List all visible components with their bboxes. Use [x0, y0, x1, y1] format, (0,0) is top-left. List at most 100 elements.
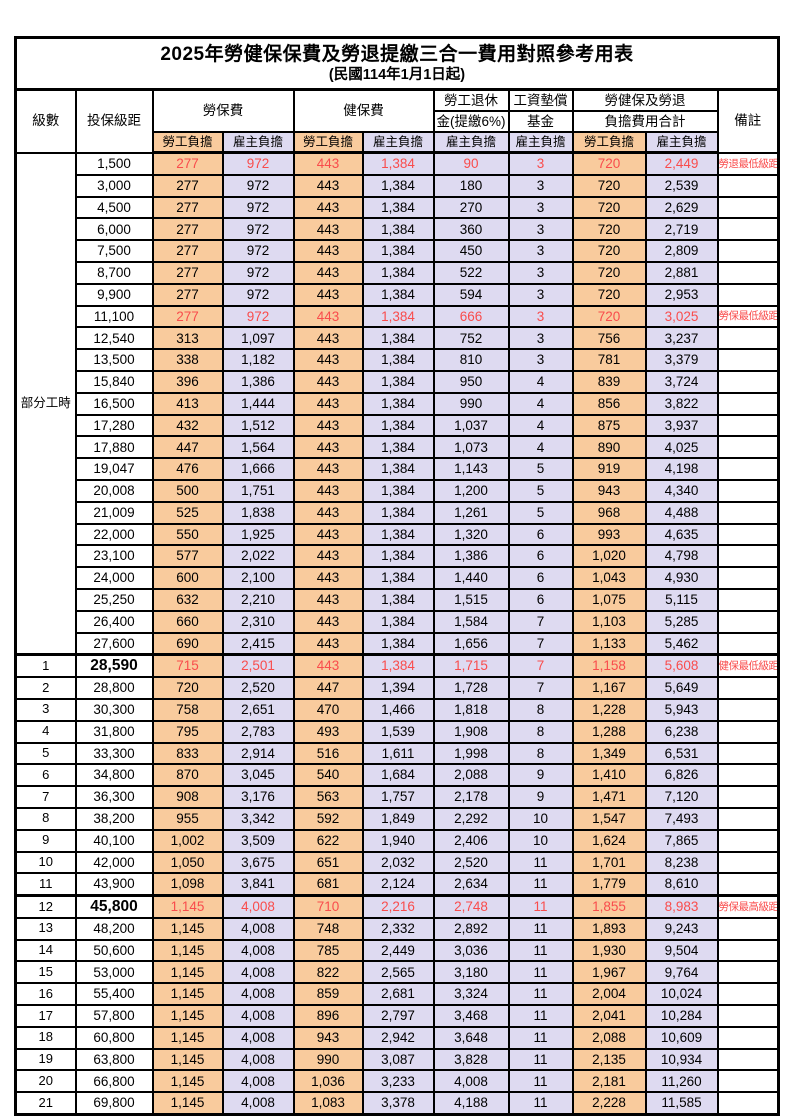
- wage-fund-employer-cell: 3: [507, 239, 574, 263]
- health-ins-employer-cell: 2,681: [361, 982, 435, 1007]
- pension-employer-cell: 2,748: [432, 894, 510, 919]
- remark-cell: [716, 587, 780, 612]
- wage-fund-employer-cell: 4: [507, 369, 574, 394]
- table-row: 18 60,800 1,145 4,008 943 2,942 3,648 11 2,088 10…: [14, 1025, 780, 1050]
- remark-cell: [716, 631, 780, 656]
- remark-cell: [716, 1091, 780, 1116]
- health-ins-employer-cell: 1,539: [361, 719, 435, 744]
- remark-cell: [716, 522, 780, 547]
- remark-cell: [716, 916, 780, 941]
- bracket-cell: 21,009: [74, 500, 154, 525]
- bracket-cell: 25,250: [74, 587, 154, 612]
- pension-employer-cell: 360: [432, 217, 510, 242]
- total-employer-cell: 10,609: [644, 1025, 719, 1050]
- col-header-level: 級數: [14, 88, 77, 154]
- total-employee-cell: 2,228: [571, 1091, 647, 1116]
- bracket-cell: 19,047: [74, 457, 154, 481]
- wage-fund-employer-cell: 7: [507, 676, 574, 700]
- col-header-bracket: 投保級距: [74, 88, 154, 154]
- bracket-cell: 53,000: [74, 960, 154, 985]
- table-row: 3,000 277 972 443 1,384 180 3 720 2,539: [16, 173, 780, 198]
- pension-employer-cell: 3,324: [432, 982, 510, 1007]
- health-ins-employer-cell: 2,124: [361, 872, 435, 897]
- labor-ins-employee-cell: 1,145: [151, 916, 224, 941]
- level-cell: 20: [14, 1069, 77, 1094]
- pension-employer-cell: 270: [432, 195, 510, 220]
- wage-fund-employer-cell: 4: [507, 391, 574, 416]
- total-employee-cell: 943: [571, 478, 647, 503]
- total-employee-cell: 720: [571, 195, 647, 220]
- level-cell: 12: [14, 894, 77, 919]
- health-ins-employee-cell: 493: [292, 719, 364, 744]
- labor-ins-employer-cell: 3,841: [221, 872, 295, 897]
- labor-ins-employee-cell: 432: [151, 413, 224, 438]
- labor-ins-employer-cell: 4,008: [221, 982, 295, 1007]
- remark-cell: 勞保最低級距: [716, 304, 780, 329]
- health-ins-employer-cell: 1,384: [361, 500, 435, 525]
- labor-ins-employee-cell: 277: [151, 151, 224, 176]
- total-employer-cell: 7,120: [644, 785, 719, 809]
- health-ins-employee-cell: 443: [292, 391, 364, 416]
- bracket-cell: 17,880: [74, 435, 154, 460]
- premium-reference-table: 2025年勞健保保費及勞退提繳三合一費用對照參考用表 (民國114年1月1日起)…: [14, 36, 781, 1117]
- health-ins-employee-cell: 443: [292, 304, 364, 329]
- labor-ins-employee-cell: 1,145: [151, 960, 224, 985]
- table-row: 11,100 277 972 443 1,384 666 3 720 3,025 勞保最低級距: [16, 304, 780, 329]
- labor-ins-employee-cell: 277: [151, 282, 224, 307]
- bracket-cell: 23,100: [74, 544, 154, 569]
- header-row-2: 金(提繳6%) 基金 負擔費用合計: [16, 110, 779, 133]
- total-employee-cell: 1,133: [571, 631, 647, 656]
- pension-employer-cell: 2,520: [432, 850, 510, 875]
- table-row: 15,840 396 1,386 443 1,384 950 4 839 3,724: [16, 369, 780, 394]
- table-row: 12 45,800 1,145 4,008 710 2,216 2,748 11 1,855 8,…: [14, 894, 780, 919]
- health-ins-employee-cell: 443: [292, 282, 364, 307]
- remark-cell: [716, 1004, 780, 1028]
- subheader-labor-employee: 勞工負擔: [151, 131, 224, 154]
- wage-fund-employer-cell: 11: [507, 982, 574, 1007]
- labor-ins-employee-cell: 313: [151, 326, 224, 351]
- total-employer-cell: 2,629: [644, 195, 719, 220]
- health-ins-employer-cell: 1,384: [361, 631, 435, 656]
- table-row: 8 38,200 955 3,342 592 1,849 2,292 10 1,547 7,493: [14, 806, 780, 831]
- col-header-wage-fund-line1: 工資墊償: [507, 88, 574, 112]
- health-ins-employer-cell: 1,384: [361, 566, 435, 590]
- health-ins-employer-cell: 1,384: [361, 457, 435, 481]
- wage-fund-employer-cell: 11: [507, 960, 574, 985]
- wage-fund-employer-cell: 9: [507, 763, 574, 788]
- health-ins-employer-cell: 3,378: [361, 1091, 435, 1116]
- labor-ins-employer-cell: 1,751: [221, 478, 295, 503]
- remark-cell: [716, 457, 780, 481]
- labor-ins-employer-cell: 2,022: [221, 544, 295, 569]
- total-employee-cell: 2,088: [571, 1025, 647, 1050]
- health-ins-employer-cell: 1,757: [361, 785, 435, 809]
- remark-cell: [716, 544, 780, 569]
- health-ins-employer-cell: 1,466: [361, 697, 435, 722]
- labor-ins-employee-cell: 1,145: [151, 938, 224, 963]
- wage-fund-employer-cell: 11: [507, 916, 574, 941]
- table-row: 12,540 313 1,097 443 1,384 752 3 756 3,237: [16, 326, 780, 351]
- wage-fund-employer-cell: 4: [507, 435, 574, 460]
- table-row: 17 57,800 1,145 4,008 896 2,797 3,468 11 2,041 10…: [14, 1004, 780, 1028]
- total-employee-cell: 1,288: [571, 719, 647, 744]
- remark-cell: [716, 982, 780, 1007]
- pension-employer-cell: 666: [432, 304, 510, 329]
- bracket-cell: 36,300: [74, 785, 154, 809]
- total-employer-cell: 6,531: [644, 741, 719, 766]
- wage-fund-employer-cell: 11: [507, 1004, 574, 1028]
- total-employer-cell: 11,260: [644, 1069, 719, 1094]
- remark-cell: [716, 1047, 780, 1072]
- total-employer-cell: 4,798: [644, 544, 719, 569]
- labor-ins-employer-cell: 2,100: [221, 566, 295, 590]
- remark-cell: [716, 741, 780, 766]
- remark-cell: [716, 348, 780, 372]
- total-employer-cell: 5,115: [644, 587, 719, 612]
- bracket-cell: 45,800: [74, 894, 154, 919]
- pension-employer-cell: 2,634: [432, 872, 510, 897]
- remark-cell: [716, 369, 780, 394]
- health-ins-employee-cell: 785: [292, 938, 364, 963]
- title-cell: 2025年勞健保保費及勞退提繳三合一費用對照參考用表 (民國114年1月1日起): [14, 36, 780, 91]
- health-ins-employee-cell: 447: [292, 676, 364, 700]
- level-cell: 21: [14, 1091, 77, 1116]
- pension-employer-cell: 2,406: [432, 828, 510, 853]
- pension-employer-cell: 1,386: [432, 544, 510, 569]
